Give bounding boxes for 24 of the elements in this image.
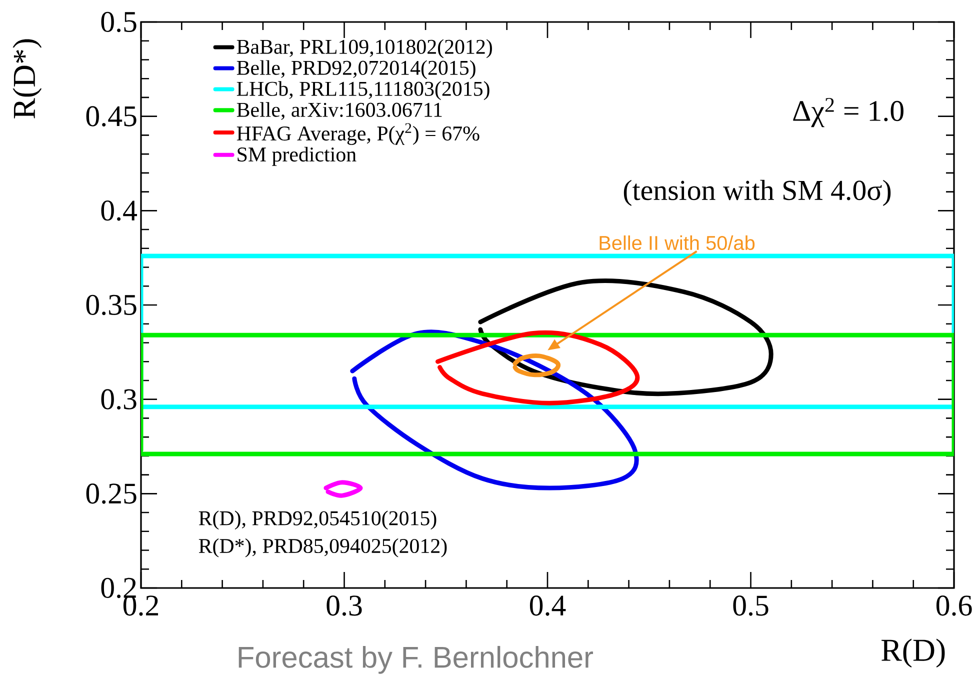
annotation: R(D), PRD92,054510(2015) — [198, 510, 436, 530]
legend-label: Belle, PRD92,072014(2015) — [236, 60, 476, 80]
x-axis-title: R(D) — [882, 638, 945, 668]
annotation: R(D*), PRD85,094025(2012) — [198, 538, 447, 558]
y-tick-label: 0.45 — [86, 106, 136, 126]
annotation: (tension with SM 4.0σ) — [624, 180, 891, 206]
x-tick-label: 0.4 — [530, 596, 566, 616]
y-tick-label: 0.25 — [86, 484, 136, 504]
x-tick-label: 0.6 — [936, 596, 972, 616]
y-tick-label: 0.35 — [86, 294, 136, 316]
legend-label: BaBar, PRL109,101802(2012) — [236, 39, 492, 58]
y-axis-title: R(D*) — [12, 39, 42, 118]
x-tick-label: 0.3 — [326, 596, 362, 616]
annotation: Δχ$^{2}$ = 1.0 — [793, 98, 904, 128]
legend-label: SM prediction — [238, 146, 356, 166]
y-tick-label: 0.5 — [101, 12, 136, 32]
legend-label: LHCb, PRL115,111803(2015) — [236, 81, 490, 100]
y-tick-label: 0.3 — [101, 389, 136, 410]
y-tick-label: 0.4 — [101, 200, 138, 221]
legend-label: HFAG Average, P(χ$^{2}$) = 67% — [236, 123, 480, 145]
text: Forecast by F. Bernlochner — [238, 646, 594, 674]
legend-label: Belle, arXiv:1603.06711 — [236, 102, 442, 120]
annotation: Belle II with 50/ab — [600, 235, 755, 250]
x-tick-label: 0.5 — [733, 596, 768, 616]
